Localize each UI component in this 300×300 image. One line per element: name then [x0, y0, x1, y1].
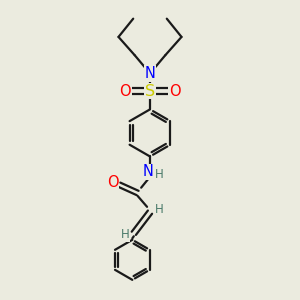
Text: H: H: [155, 168, 164, 181]
Text: N: N: [143, 164, 154, 179]
Text: S: S: [145, 84, 155, 99]
Text: H: H: [154, 203, 163, 216]
Text: H: H: [121, 228, 129, 241]
Text: O: O: [107, 175, 119, 190]
Text: O: O: [119, 84, 131, 99]
Text: O: O: [169, 84, 181, 99]
Text: N: N: [145, 66, 155, 81]
